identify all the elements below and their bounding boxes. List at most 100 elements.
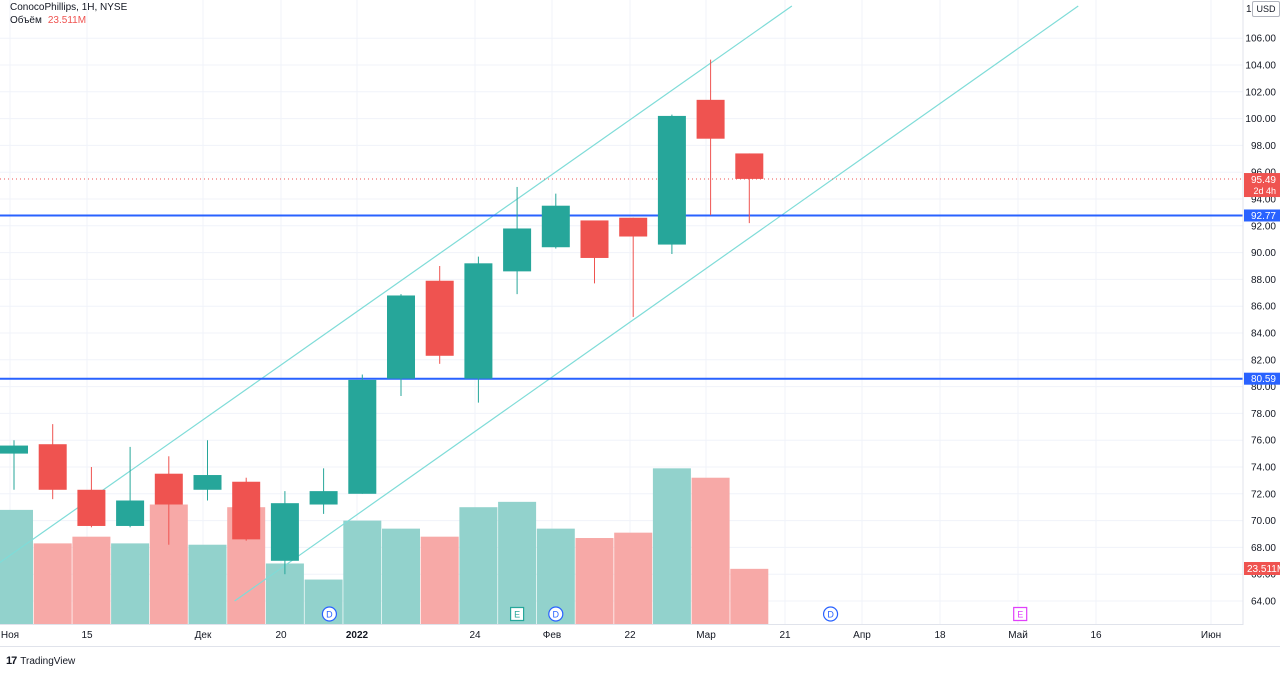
candle [232, 477, 261, 541]
volume-bar [33, 543, 72, 624]
tradingview-brand[interactable]: 17 TradingView [6, 655, 75, 667]
candle [38, 424, 67, 500]
volume-badge-bg [1244, 562, 1280, 575]
candle [541, 193, 570, 249]
x-tick-label: 2022 [346, 630, 369, 641]
y-tick-label: 90.00 [1251, 248, 1276, 259]
horizontal-lines [0, 214, 1243, 380]
candle [193, 440, 222, 501]
earnings-icon [1013, 606, 1028, 622]
event-marker: E [510, 606, 525, 622]
y-tick-label: 88.00 [1251, 275, 1276, 286]
candle [696, 59, 725, 216]
volume-series [0, 468, 769, 624]
candle [464, 256, 493, 403]
x-tick-label: 24 [469, 630, 481, 641]
y-tick-label: 94.00 [1251, 195, 1276, 206]
level-badge: 92.77 [1244, 209, 1280, 222]
y-tick-label: 92.00 [1251, 221, 1276, 232]
volume-bar [614, 532, 653, 624]
dividend-icon [822, 606, 839, 622]
level-badge-bg [1244, 372, 1280, 385]
volume-bar [343, 520, 382, 624]
x-tick-label: Мар [696, 630, 716, 641]
volume-bar [72, 536, 111, 624]
candle-body [193, 475, 222, 490]
y-tick-label: 70.00 [1251, 516, 1276, 527]
candle [116, 446, 145, 528]
x-tick-label: 22 [624, 630, 636, 641]
y-tick-label: 76.00 [1251, 436, 1276, 447]
candle [309, 468, 338, 514]
candle-series [0, 59, 764, 575]
volume-bar [0, 509, 33, 624]
volume-bar [498, 501, 537, 624]
candle-body [154, 473, 183, 505]
trend-channel-line [0, 5, 793, 564]
volume-bar [111, 543, 150, 624]
y-tick-label: 80.00 [1251, 382, 1276, 393]
level-badge-label: 92.77 [1251, 211, 1276, 222]
y-tick-label: 78.00 [1251, 409, 1276, 420]
price-axis-bg [1243, 0, 1280, 625]
dividend-icon [548, 606, 564, 622]
y-tick-label: 84.00 [1251, 329, 1276, 340]
x-tick-label: 20 [275, 630, 287, 641]
candle [619, 217, 648, 317]
candle [580, 220, 609, 284]
candle [425, 266, 454, 364]
event-marker: E [1013, 606, 1028, 622]
candle [657, 114, 686, 254]
x-tick-label: 18 [934, 630, 946, 641]
x-tick-label: Дек [195, 630, 212, 641]
current-price-badge-bg [1244, 173, 1280, 198]
candle-body [735, 153, 764, 179]
volume-bar [382, 528, 420, 624]
volume-bar [691, 477, 730, 624]
candle-body [77, 489, 106, 526]
candle [503, 186, 532, 295]
price-axis: 64.00 66.00 68.00 70.00 72.00 74.00 76.00 78.00… [1242, 0, 1280, 625]
volume-bar [188, 544, 227, 624]
candle-body [580, 220, 609, 258]
volume-bar [652, 468, 691, 624]
candle-body [657, 115, 686, 245]
dividend-icon [321, 606, 338, 622]
tradingview-logo-icon: 17 [6, 655, 17, 667]
candle-body [270, 503, 299, 561]
current-price-countdown: 2d 4h [1253, 186, 1276, 196]
event-marker-label: E [1017, 610, 1023, 620]
volume-bar [420, 536, 459, 624]
y-tick-label: 106.00 [1245, 34, 1276, 45]
candle [735, 153, 764, 224]
y-tick-label: 68.00 [1251, 543, 1276, 554]
trend-channel-line [234, 5, 1079, 602]
y-tick-label: 82.00 [1251, 355, 1276, 366]
y-tick-label: 74.00 [1251, 463, 1276, 474]
channel-lines [0, 5, 1079, 602]
event-marker: D [321, 606, 338, 622]
volume-label: Объём [10, 15, 42, 26]
x-tick-label: Апр [853, 630, 871, 641]
volume-bar [730, 568, 769, 624]
candle-body [425, 280, 454, 356]
candle-body [387, 295, 415, 379]
candle-body [232, 481, 261, 540]
volume-value: 23.511M [47, 15, 87, 26]
x-tick-label: 15 [81, 630, 93, 641]
level-badge: 80.59 [1244, 372, 1280, 385]
candle-body [38, 444, 67, 490]
event-marker-label: D [827, 610, 834, 620]
event-marker: D [822, 606, 839, 622]
volume-bar [575, 538, 614, 624]
candle [154, 456, 183, 545]
candle-body [619, 217, 648, 237]
x-tick-label: 21 [779, 630, 791, 641]
event-marker-label: D [553, 610, 560, 620]
symbol-title: ConocoPhillips, 1H, NYSE [10, 2, 128, 13]
currency-button[interactable]: USD [1252, 1, 1280, 17]
volume-badge-label: 23.511M [1247, 564, 1280, 575]
